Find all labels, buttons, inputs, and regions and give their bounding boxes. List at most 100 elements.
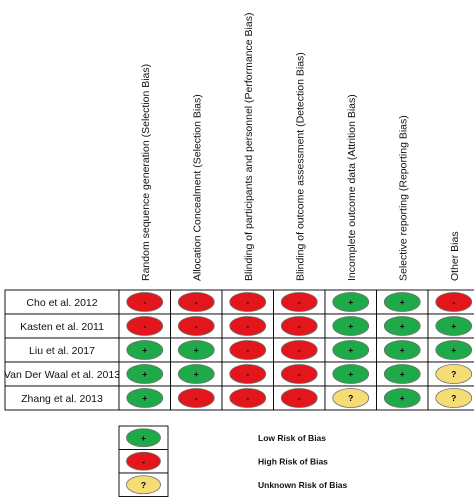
rating-symbol: ?: [451, 369, 456, 379]
rating-symbol: -: [246, 345, 249, 355]
rating-high-mark: [229, 388, 267, 408]
domain-header: Random sequence generation (Selection Bi…: [140, 64, 152, 281]
domain-header: Other Bias: [449, 231, 461, 281]
study-label-cell: [4, 361, 120, 387]
rating-symbol: +: [194, 369, 199, 379]
legend-label: High Risk of Bias: [258, 456, 328, 466]
rating-high-mark: [126, 316, 164, 336]
legend-item-low: + Low Risk of Bias: [118, 425, 326, 450]
rating-symbol: -: [452, 297, 455, 307]
legend-low-mark: [126, 428, 161, 448]
legend-symbol: +: [141, 433, 146, 443]
rating-low-mark: [383, 316, 421, 336]
rating-symbol: +: [400, 345, 405, 355]
rating-low-mark: [383, 292, 421, 312]
rating-symbol: -: [195, 321, 198, 331]
rating-high-mark: [177, 388, 215, 408]
rating-low-mark: [383, 340, 421, 360]
rating-symbol: -: [246, 297, 249, 307]
rating-high-mark: [177, 316, 215, 336]
rating-symbol: +: [348, 321, 353, 331]
rating-high-mark: [280, 292, 318, 312]
rating-symbol: -: [143, 321, 146, 331]
rating-low-mark: [383, 364, 421, 384]
rating-symbol: +: [142, 345, 147, 355]
rating-low-mark: [332, 292, 370, 312]
study-name: Van Der Waal et al. 2013: [4, 369, 120, 381]
legend-symbol: -: [142, 456, 145, 466]
study-label-cell: [4, 313, 120, 339]
study-name: Liu et al. 2017: [29, 345, 95, 357]
legend-label: Low Risk of Bias: [258, 433, 326, 443]
rating-low-mark: [177, 340, 215, 360]
study-label-cell: [4, 337, 120, 363]
legend-high-mark: [126, 451, 161, 471]
study-name: Zhang et al. 2013: [21, 393, 103, 405]
rating-symbol: +: [451, 321, 456, 331]
study-name: Cho et al. 2012: [26, 297, 97, 309]
rating-symbol: -: [246, 393, 249, 403]
rating-high-mark: [126, 292, 164, 312]
rating-low-mark: [332, 316, 370, 336]
rating-symbol: -: [298, 345, 301, 355]
study-name: Kasten et al. 2011: [20, 321, 104, 333]
rating-symbol: +: [142, 369, 147, 379]
rating-symbol: +: [400, 369, 405, 379]
rating-high-mark: [280, 388, 318, 408]
rating-high-mark: [435, 292, 473, 312]
rating-low-mark: [435, 316, 473, 336]
rating-low-mark: [126, 340, 164, 360]
rating-symbol: -: [246, 321, 249, 331]
rating-low-mark: [332, 364, 370, 384]
legend-unknown-mark: [126, 475, 161, 495]
rating-symbol: +: [142, 393, 147, 403]
study-row: Liu et al. 2017 + + - - + + +: [4, 337, 474, 363]
rating-symbol: +: [348, 345, 353, 355]
rating-symbol: -: [298, 321, 301, 331]
legend-item-unknown: ? Unknown Risk of Bias: [118, 472, 348, 497]
rating-unknown-mark: [435, 364, 473, 384]
rating-low-mark: [126, 364, 164, 384]
domain-header: Blinding of participants and personnel (…: [243, 13, 255, 281]
rating-high-mark: [280, 364, 318, 384]
rating-high-mark: [229, 316, 267, 336]
domain-headers: Random sequence generation (Selection Bi…: [140, 13, 461, 281]
legend-label: Unknown Risk of Bias: [258, 480, 348, 490]
legend: + Low Risk of Bias - High Risk of Bias? Unkn…: [118, 425, 348, 497]
domain-header: Selective reporting (Reporting Bias): [397, 115, 409, 281]
rating-symbol: +: [348, 369, 353, 379]
rating-symbol: -: [298, 369, 301, 379]
rating-symbol: -: [298, 393, 301, 403]
rating-symbol: ?: [451, 393, 456, 403]
rating-symbol: +: [400, 393, 405, 403]
risk-grid: Cho et al. 2012- - - - + + -Kasten et al. 2011…: [4, 289, 474, 411]
rating-symbol: +: [348, 297, 353, 307]
rating-symbol: +: [451, 345, 456, 355]
legend-item-high: - High Risk of Bias: [118, 449, 328, 474]
study-row: Cho et al. 2012 - - - - + + -: [4, 289, 474, 315]
study-row: Kasten et al. 2011 - - - - + + +: [4, 313, 474, 339]
rating-high-mark: [177, 292, 215, 312]
rating-symbol: -: [195, 393, 198, 403]
rating-symbol: +: [400, 297, 405, 307]
rating-symbol: +: [400, 321, 405, 331]
rating-high-mark: [229, 292, 267, 312]
study-row: Zhang et al. 2013 + - - -? +?: [4, 385, 474, 411]
rating-high-mark: [229, 364, 267, 384]
study-row: Van Der Waal et al. 2013 + + - - + +?: [4, 361, 474, 387]
rating-unknown-mark: [435, 388, 473, 408]
rating-low-mark: [383, 388, 421, 408]
rating-symbol: -: [246, 369, 249, 379]
rating-symbol: -: [143, 297, 146, 307]
rating-low-mark: [177, 364, 215, 384]
rating-symbol: -: [298, 297, 301, 307]
rating-symbol: -: [195, 297, 198, 307]
rating-symbol: +: [194, 345, 199, 355]
legend-symbol: ?: [141, 480, 146, 490]
domain-header: Allocation Concealment (Selection Bias): [191, 94, 203, 281]
rating-low-mark: [435, 340, 473, 360]
rating-high-mark: [229, 340, 267, 360]
rating-low-mark: [332, 340, 370, 360]
rating-low-mark: [126, 388, 164, 408]
